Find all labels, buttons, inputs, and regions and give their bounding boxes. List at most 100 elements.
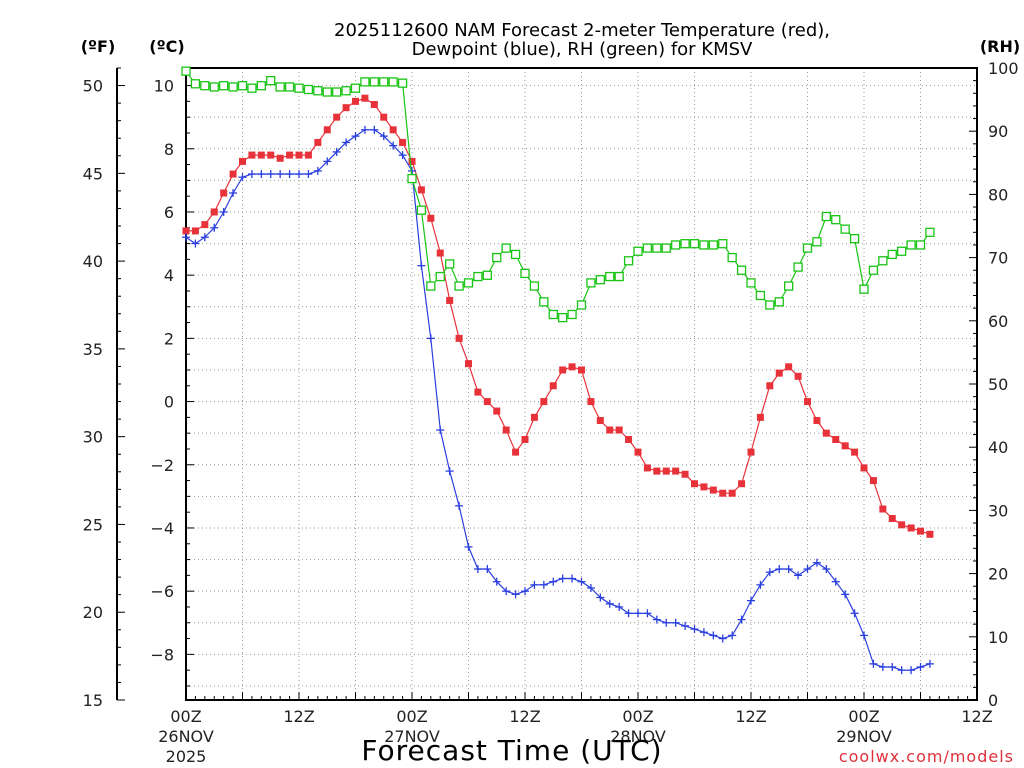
dewpoint-point <box>530 580 539 589</box>
rh-point <box>708 240 718 250</box>
time-tick-label: 12Z <box>961 707 992 726</box>
rh-point <box>576 300 587 310</box>
dewpoint-point <box>483 565 492 574</box>
dewpoint-point <box>690 625 699 634</box>
rh-point <box>219 81 229 91</box>
temperature-point <box>756 413 764 421</box>
rh-tick-label: 100 <box>988 59 1019 78</box>
rh-point <box>859 284 869 294</box>
temperature-point <box>267 151 275 159</box>
dewpoint-point <box>351 132 360 141</box>
dewpoint-point <box>652 615 661 624</box>
temperature-point <box>662 467 670 475</box>
dewpoint-point <box>624 609 633 618</box>
rh-point <box>699 240 709 250</box>
rh-point <box>765 300 775 310</box>
dewpoint-point <box>342 138 351 147</box>
time-tick-label: 00Z <box>622 707 653 726</box>
rh-point <box>360 77 370 87</box>
rh-tick-label: 80 <box>988 185 1008 204</box>
temperature-point <box>502 426 510 434</box>
temperature-point <box>794 372 802 380</box>
temperature-point <box>869 477 877 485</box>
dewpoint-point <box>897 666 906 675</box>
temperature-point <box>304 151 312 159</box>
dewpoint-point <box>568 574 577 583</box>
temperature-point <box>606 426 614 434</box>
temperature-point <box>493 407 501 415</box>
rh-point <box>181 66 191 76</box>
dewpoint-point <box>888 663 897 672</box>
rh-point <box>369 77 379 87</box>
temperature-point <box>719 489 727 497</box>
rh-point <box>200 81 210 91</box>
temperature-point <box>860 464 868 472</box>
rh-point <box>473 271 483 282</box>
time-tick-label: 00Z <box>848 707 879 726</box>
rh-point <box>501 243 511 253</box>
rh-point <box>727 252 737 263</box>
rh-point <box>190 79 201 89</box>
rh-line <box>185 70 931 319</box>
temperature-point <box>832 435 840 443</box>
temperature-point <box>888 514 896 522</box>
rh-point <box>510 249 521 260</box>
dewpoint-point <box>850 609 859 618</box>
dewpoint-point <box>521 587 529 596</box>
dewpoint-point <box>605 599 614 608</box>
temperature-point <box>615 426 623 434</box>
dewpoint-point <box>295 170 303 179</box>
rh-point <box>689 239 700 249</box>
temperature-point <box>191 227 199 235</box>
dewpoint-point <box>765 568 774 577</box>
dewpoint-point <box>775 565 784 574</box>
dewpoint-point <box>332 147 341 156</box>
temperature-point <box>276 154 284 162</box>
temperature-point <box>728 489 736 497</box>
temperature-point <box>295 151 303 159</box>
rh-point <box>567 309 577 320</box>
temperature-point <box>361 94 369 102</box>
chart-title-line2: Dewpoint (blue), RH (green) for KMSV <box>412 39 753 60</box>
temperature-point <box>907 524 915 532</box>
dewpoint-point <box>191 239 200 248</box>
temperature-point <box>352 97 359 105</box>
dewpoint-point <box>426 334 435 343</box>
temperature-point <box>370 101 378 109</box>
dewpoint-point <box>436 426 445 435</box>
dewpoint-point <box>464 542 473 551</box>
dewpoint-point <box>389 141 398 150</box>
temperature-point <box>408 157 416 165</box>
temperature-point <box>681 470 689 478</box>
dewpoint-point <box>756 580 765 589</box>
dewpoint-point <box>916 663 925 672</box>
dewpoint-point <box>539 580 548 589</box>
dewpoint-point <box>229 189 238 198</box>
rh-point <box>303 84 314 95</box>
temperature-point <box>879 505 887 513</box>
rh-point <box>586 278 596 288</box>
rh-point <box>802 243 813 253</box>
date-label: 26NOV <box>158 727 214 746</box>
dewpoint-point <box>577 577 586 586</box>
rh-point <box>284 82 295 92</box>
rh-point <box>633 246 643 256</box>
fahrenheit-tick-label: 15 <box>83 691 103 710</box>
temperature-point <box>898 521 906 529</box>
fahrenheit-tick-label: 40 <box>83 252 103 271</box>
dewpoint-point <box>860 631 868 640</box>
temperature-point <box>700 483 708 491</box>
rh-point <box>322 87 332 97</box>
dewpoint-point <box>907 666 916 675</box>
time-tick-label: 00Z <box>170 707 201 726</box>
rh-point <box>652 243 662 253</box>
rh-point <box>595 275 605 285</box>
temperature-point <box>229 170 237 178</box>
temperature-point <box>625 435 633 443</box>
time-tick-label: 00Z <box>396 707 427 726</box>
rh-point <box>718 239 728 249</box>
temperature-point <box>436 249 444 257</box>
fahrenheit-unit-label: (ºF) <box>81 37 116 56</box>
